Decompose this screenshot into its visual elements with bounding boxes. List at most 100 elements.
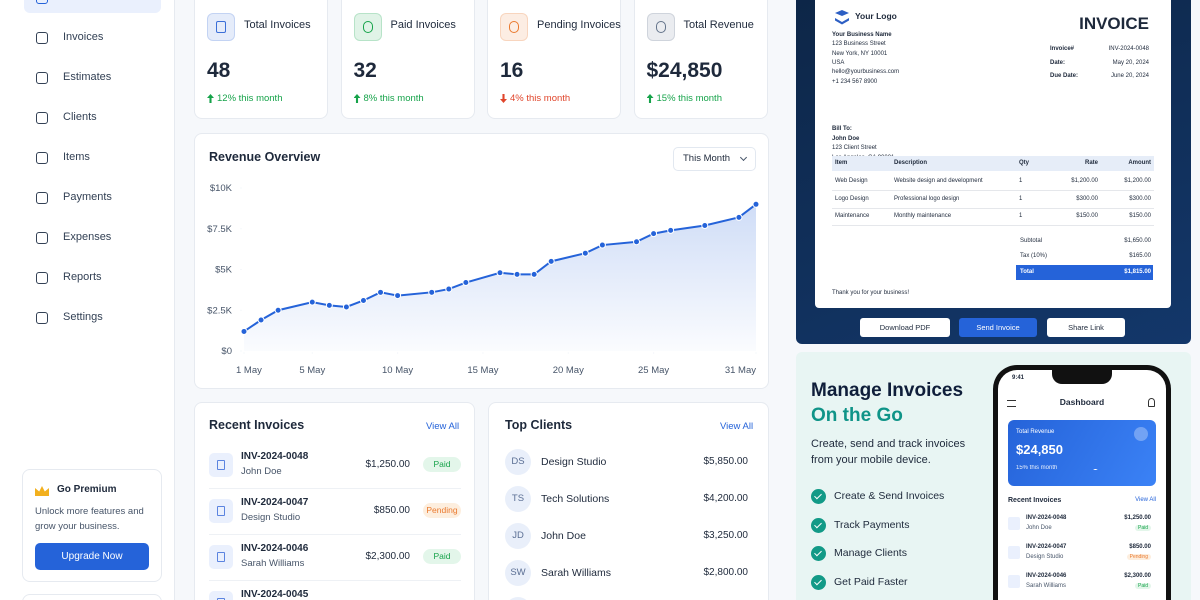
status-badge: Paid	[423, 549, 461, 564]
total-label: Subtotal	[1020, 238, 1043, 244]
invoice-number: INV-2024-0046	[1026, 573, 1067, 579]
client-avatar: SW	[505, 560, 531, 586]
invoice-amount: $1,250.00	[1124, 515, 1151, 521]
sidebar: Dashboard Invoices Estimates Clients Items Pa…	[0, 0, 175, 600]
business-line: Your Business Name	[832, 32, 892, 38]
y-tick-label: $7.5K	[207, 224, 232, 235]
period-filter[interactable]: This Month	[673, 147, 756, 171]
data-point	[581, 249, 589, 257]
business-line: New York, NY 10001	[832, 50, 888, 57]
nav-item[interactable]: Clients	[24, 103, 161, 133]
business-line: 123 Business Street	[832, 41, 886, 48]
row-divider	[209, 488, 461, 489]
nav-label: Estimates	[63, 71, 112, 83]
table-cell: Maintenance	[835, 213, 870, 219]
invoice-number: INV-2024-0045	[241, 589, 309, 600]
revenue-card: Revenue Overview This Month $0 $2.5K $5K $7.5…	[194, 133, 769, 389]
stat-change: 4% this month	[510, 93, 571, 104]
nav-item[interactable]: Settings	[24, 303, 161, 333]
data-point	[598, 241, 606, 249]
client-avatar: DS	[505, 449, 531, 475]
nav-item[interactable]: Payments	[24, 183, 161, 213]
column-header: Item	[835, 160, 848, 166]
file-glyph	[217, 460, 225, 470]
crown-icon	[35, 486, 49, 496]
stat-icon-glyph	[655, 21, 666, 33]
data-point	[530, 270, 538, 278]
meta-label: Due Date:	[1050, 73, 1079, 79]
nav-item[interactable]: Invoices	[24, 23, 161, 53]
check-icon	[811, 489, 826, 504]
file-icon	[209, 499, 233, 523]
nav-item[interactable]: Estimates	[24, 63, 161, 93]
action-button[interactable]: Download PDF	[860, 318, 950, 337]
table-cell: $300.00	[1129, 195, 1151, 202]
view-all-link[interactable]: View All	[720, 421, 754, 432]
x-tick-label: 10 May	[382, 365, 413, 376]
table-cell: Logo Design	[835, 195, 869, 202]
business-line: hello@yourbusiness.com	[832, 69, 900, 76]
meta-label: Date:	[1050, 59, 1066, 66]
nav-item[interactable]: Expenses	[24, 223, 161, 253]
nav-label: Invoices	[63, 31, 104, 43]
client-amount: $2,800.00	[703, 567, 749, 578]
data-point	[667, 226, 675, 234]
promo-subtitle: On the Go	[811, 405, 903, 426]
client-avatar	[505, 597, 531, 600]
action-button[interactable]: Share Link	[1047, 318, 1125, 337]
y-tick-label: $0	[221, 346, 232, 357]
nav-icon	[36, 0, 48, 4]
stat-change: 8% this month	[363, 93, 424, 104]
client-name: John Doe	[541, 530, 586, 542]
upgrade-button[interactable]: Upgrade Now	[35, 543, 149, 570]
action-button[interactable]: Send Invoice	[959, 318, 1037, 337]
data-point	[377, 288, 385, 296]
feature-label: Manage Clients	[834, 547, 907, 560]
nav-icon	[36, 112, 48, 124]
stat-card: Total Invoices 48 12% this month	[194, 0, 328, 119]
status-badge: Pending	[423, 503, 461, 518]
nav-label: Expenses	[63, 231, 112, 243]
nav-icon	[36, 312, 48, 324]
stat-card: Total Revenue $24,850 15% this month	[633, 0, 768, 119]
invoice-amount: $2,300.00	[365, 551, 411, 562]
phone-time: 9:41	[1012, 375, 1025, 381]
view-all-link[interactable]: View All	[426, 421, 460, 432]
client-name: Design Studio	[541, 456, 607, 468]
premium-text: Unlock more features and grow your busin…	[35, 506, 144, 532]
nav-item[interactable]: Items	[24, 143, 161, 173]
table-cell: $1,200.00	[1071, 178, 1098, 184]
table-cell: $150.00	[1076, 213, 1098, 219]
client-avatar: JD	[505, 523, 531, 549]
check-icon	[811, 574, 826, 590]
top-clients-card: Top Clients View All DS Design Studio $5,850…	[488, 402, 769, 600]
table-cell: 1	[1019, 195, 1023, 202]
view-all-link[interactable]: View All	[1135, 497, 1156, 503]
meta-value: May 20, 2024	[1112, 59, 1149, 66]
trend-arrow	[646, 94, 654, 103]
business-line: +1 234 567 8900	[832, 78, 878, 85]
client-amount: $3,250.00	[703, 530, 749, 541]
check-icon	[811, 546, 826, 562]
file-glyph	[217, 552, 225, 562]
nav-item[interactable]: Dashboard	[24, 0, 161, 13]
nav-item[interactable]: Reports	[24, 263, 161, 293]
invoice-amount: $850.00	[373, 505, 410, 516]
file-icon	[1008, 517, 1020, 530]
x-tick-label: 15 May	[467, 365, 498, 376]
status-badge: Paid	[1134, 583, 1151, 589]
sparkline	[1093, 450, 1148, 470]
table-cell: Web Design	[835, 178, 868, 184]
client-avatar: TS	[505, 486, 531, 512]
revenue-title: Revenue Overview	[209, 150, 321, 164]
premium-card: Go Premium Unlock more features and grow …	[22, 469, 162, 582]
file-icon	[1008, 546, 1020, 559]
stat-value: 16	[500, 59, 524, 82]
revenue-chart: $0 $2.5K $5K $7.5K $10K 1 May 5 May 10 May 15 Ma…	[207, 183, 760, 376]
data-point	[394, 292, 402, 300]
feature-label: Track Payments	[834, 518, 910, 531]
column-header: Qty	[1019, 160, 1030, 166]
total-bar	[1016, 265, 1153, 280]
data-point	[445, 285, 453, 293]
